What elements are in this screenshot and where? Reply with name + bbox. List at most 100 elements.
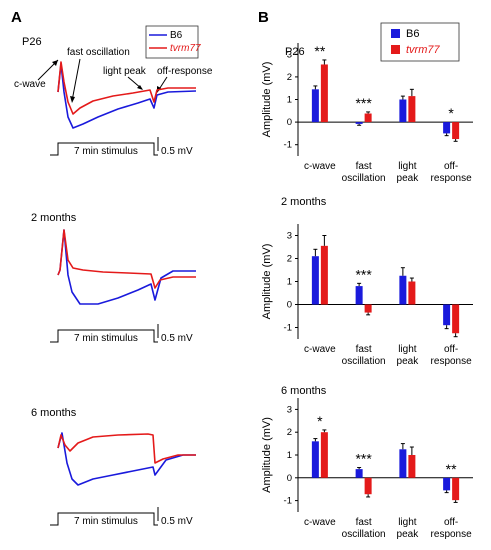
panel-label-b: B [258, 9, 269, 26]
y-tick-label-1-4: 3 [287, 231, 292, 242]
y-tick-label-0-4: 3 [287, 49, 292, 60]
bar-chart-title-0: P26 [285, 46, 305, 58]
bar-0-3-1 [452, 122, 460, 140]
bar-0-0-1 [320, 64, 328, 123]
y-tick-label-0-1: 0 [287, 117, 292, 128]
category-label-1-0: c-wave [304, 344, 336, 355]
bar-1-2-1 [408, 281, 416, 305]
trace-title-p26: P26 [22, 36, 42, 48]
y-tick-label-1-3: 2 [287, 254, 292, 265]
bar-2-2-1 [408, 455, 416, 478]
trace-title-6months: 6 months [31, 407, 77, 419]
significance-2-0: * [317, 413, 323, 429]
y-axis-label-1: Amplitude (mV) [261, 244, 273, 320]
category-label-2-3: off-response [431, 517, 473, 540]
significance-0-0: ** [314, 43, 325, 59]
stimulus-marker-row-2 [50, 512, 158, 526]
bar-2-3-1 [452, 477, 460, 501]
bar-1-3-1 [452, 304, 460, 334]
scale-label-row-2: 0.5 mV [161, 516, 193, 527]
bar-0-2-1 [408, 96, 416, 123]
annot-fast-osc-arrowhead [70, 96, 75, 103]
panel-a-legend-tvrm77: tvrm77 [170, 43, 201, 54]
bar-chart-1: 2 months -1 0 1 2 3 Amplitude (mV) c-wave *** fas… [261, 196, 473, 367]
y-tick-label-2-3: 2 [287, 427, 292, 438]
y-tick-label-2-0: -1 [284, 496, 292, 507]
significance-0-3: * [448, 105, 454, 121]
panel-b-legend-b6: B6 [406, 28, 419, 40]
bar-chart-title-1: 2 months [281, 196, 327, 208]
panel-a-legend-b6: B6 [170, 30, 183, 41]
annot-light-peak-arrowhead [137, 85, 143, 90]
category-label-1-3: off-response [431, 344, 473, 367]
scale-label-row-1: 0.5 mV [161, 333, 193, 344]
panel-label-a: A [11, 9, 22, 26]
category-label-0-2: light peak [397, 161, 420, 184]
y-tick-label-0-2: 1 [287, 95, 292, 106]
bar-2-0-0 [311, 441, 319, 478]
stimulus-marker-row-1 [50, 329, 158, 343]
significance-2-1: *** [355, 451, 372, 467]
panel-a-legend-box [145, 25, 199, 59]
panel-a-traces: P26 c-wave fast oscillation light peak o… [14, 25, 213, 527]
stimulus-label-row-0: 7 min stimulus [74, 146, 138, 157]
trace-tvrm77-row-1 [57, 229, 196, 289]
bar-0-1-1 [364, 113, 372, 123]
bar-0-2-0 [399, 99, 407, 123]
bar-1-0-1 [320, 245, 328, 305]
stimulus-label-row-1: 7 min stimulus [74, 333, 138, 344]
trace-tvrm77-row-0 [57, 61, 196, 115]
panel-b-legend-tvrm77: tvrm77 [406, 44, 441, 56]
bar-chart-title-2: 6 months [281, 385, 327, 397]
category-label-0-1: fast oscillation [342, 161, 386, 184]
scale-label-row-0: 0.5 mV [161, 146, 193, 157]
bar-1-1-0 [355, 286, 363, 305]
bar-0-1-0 [355, 122, 363, 124]
category-label-0-3: off-response [431, 161, 473, 184]
bar-1-0-0 [311, 256, 319, 305]
category-label-1-1: fast oscillation [342, 344, 386, 367]
trace-b6-row-0 [57, 63, 197, 129]
stimulus-label-row-2: 7 min stimulus [74, 516, 138, 527]
stimulus-marker-row-0 [50, 142, 158, 156]
y-tick-label-2-1: 0 [287, 473, 292, 484]
panel-b-legend-swatch-b6 [391, 29, 400, 38]
trace-b6-row-2 [57, 432, 196, 486]
panel-b-legend-swatch-tvrm77 [391, 45, 400, 54]
bar-2-0-1 [320, 432, 328, 478]
y-axis-label-2: Amplitude (mV) [261, 417, 273, 493]
bar-0-3-0 [443, 122, 451, 134]
trace-b6-row-1 [57, 229, 196, 305]
bar-2-1-0 [355, 469, 363, 478]
bar-1-3-0 [443, 304, 451, 326]
annot-c-wave: c-wave [14, 79, 46, 90]
bar-chart-2: 6 months -1 0 1 2 3 Amplitude (mV) * c-wave *** fa… [261, 385, 473, 540]
significance-1-1: *** [355, 266, 372, 282]
annot-c-wave-arrowhead [52, 60, 58, 66]
y-tick-label-2-2: 1 [287, 450, 292, 461]
significance-2-3: ** [446, 461, 457, 477]
y-tick-label-1-0: -1 [284, 323, 292, 334]
significance-0-1: *** [355, 95, 372, 111]
annot-light-peak: light peak [103, 66, 147, 77]
trace-title-2months: 2 months [31, 212, 77, 224]
y-tick-label-1-1: 0 [287, 300, 292, 311]
bar-2-3-0 [443, 477, 451, 491]
annot-fast-osc-arrow [71, 58, 81, 102]
trace-tvrm77-row-2 [57, 433, 196, 464]
y-tick-label-0-0: -1 [284, 140, 292, 151]
bar-2-1-1 [364, 477, 372, 495]
y-axis-label-0: Amplitude (mV) [261, 62, 273, 138]
category-label-1-2: light peak [397, 344, 420, 367]
bar-1-2-0 [399, 275, 407, 305]
y-tick-label-1-2: 1 [287, 277, 292, 288]
bar-1-1-1 [364, 304, 372, 313]
annot-off-response: off-response [157, 66, 213, 77]
bar-chart-0: P26 -1 0 1 2 3 Amplitude (mV) ** c-wave *** fast os… [261, 43, 473, 184]
category-label-2-1: fast oscillation [342, 517, 386, 540]
category-label-2-2: light peak [397, 517, 420, 540]
category-label-0-0: c-wave [304, 161, 336, 172]
